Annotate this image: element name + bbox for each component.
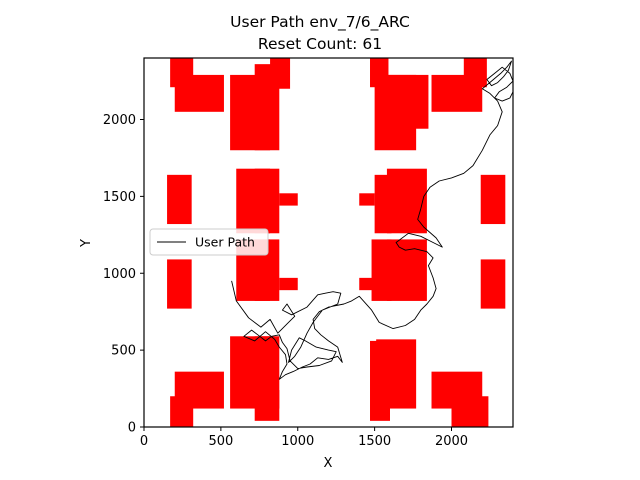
obstacle-2 [480,174,506,225]
y-tick-label: 2000 [103,113,136,128]
obstacle-23 [359,277,375,291]
path-layer [231,60,513,380]
legend-entry: User Path [195,235,255,250]
obstacle-layer [167,58,506,427]
x-tick-label: 2000 [435,434,468,449]
y-axis: 0 500 1000 1500 2000 [103,113,144,436]
legend: User Path [149,228,269,256]
obstacle-11 [388,74,429,129]
legend-box [149,228,269,256]
obstacle-5 [174,74,224,112]
obstacle-1 [167,259,192,309]
x-axis-label: X [324,456,333,471]
y-tick-label: 500 [111,344,136,359]
obstacle-34 [451,396,489,427]
y-axis-label: Y [79,239,94,248]
obstacle-13 [463,58,487,88]
y-tick-label: 1500 [103,190,136,205]
chart-subtitle: Reset Count: 61 [258,35,382,53]
obstacle-22 [279,277,298,291]
obstacle-32 [376,339,417,409]
x-tick-label: 0 [140,434,148,449]
x-tick-label: 1000 [281,434,314,449]
x-tick-label: 1500 [358,434,391,449]
user-path-line [231,60,513,380]
obstacle-8 [270,58,291,89]
obstacle-25 [386,239,427,301]
obstacle-15 [254,168,280,234]
x-axis: 0 500 1000 1500 2000 [140,427,468,449]
chart-title: User Path env_7/6_ARC [230,13,410,32]
obstacle-0 [167,174,192,225]
y-tick-label: 1000 [103,267,136,282]
y-tick-label: 0 [128,421,136,436]
obstacle-17 [359,193,375,206]
plot-frame [143,57,514,428]
obstacle-29 [170,396,194,427]
obstacle-24 [371,239,392,301]
obstacle-3 [480,259,506,309]
x-tick-label: 500 [208,434,233,449]
obstacle-16 [279,193,298,206]
obstacle-30 [254,390,280,421]
